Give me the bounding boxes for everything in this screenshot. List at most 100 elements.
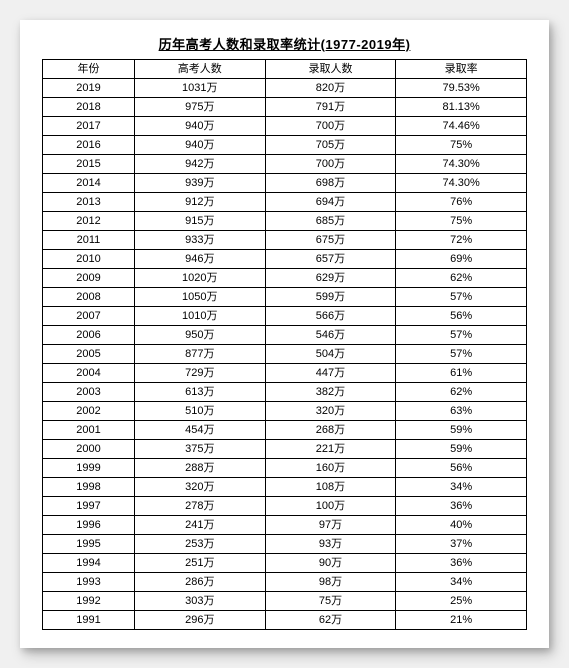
table-row: 2011933万675万72% <box>43 231 527 250</box>
table-cell: 69% <box>396 250 527 269</box>
table-row: 2012915万685万75% <box>43 212 527 231</box>
table-cell: 940万 <box>134 117 265 136</box>
document-page: 历年高考人数和录取率统计(1977-2019年) 年份 高考人数 录取人数 录取… <box>20 20 549 648</box>
table-cell: 79.53% <box>396 79 527 98</box>
table-cell: 160万 <box>265 459 396 478</box>
table-cell: 2008 <box>43 288 135 307</box>
table-cell: 56% <box>396 307 527 326</box>
table-cell: 2018 <box>43 98 135 117</box>
table-cell: 1991 <box>43 611 135 630</box>
table-cell: 57% <box>396 345 527 364</box>
table-cell: 56% <box>396 459 527 478</box>
table-cell: 2001 <box>43 421 135 440</box>
table-cell: 729万 <box>134 364 265 383</box>
table-cell: 946万 <box>134 250 265 269</box>
table-cell: 1999 <box>43 459 135 478</box>
table-cell: 81.13% <box>396 98 527 117</box>
table-cell: 108万 <box>265 478 396 497</box>
table-cell: 2011 <box>43 231 135 250</box>
table-cell: 915万 <box>134 212 265 231</box>
table-cell: 62万 <box>265 611 396 630</box>
table-cell: 657万 <box>265 250 396 269</box>
table-cell: 685万 <box>265 212 396 231</box>
table-row: 20191031万820万79.53% <box>43 79 527 98</box>
table-cell: 72% <box>396 231 527 250</box>
table-cell: 288万 <box>134 459 265 478</box>
table-cell: 454万 <box>134 421 265 440</box>
table-cell: 62% <box>396 269 527 288</box>
table-row: 1994251万90万36% <box>43 554 527 573</box>
table-cell: 36% <box>396 554 527 573</box>
table-cell: 2004 <box>43 364 135 383</box>
table-row: 2016940万705万75% <box>43 136 527 155</box>
table-row: 1991296万62万21% <box>43 611 527 630</box>
table-cell: 34% <box>396 478 527 497</box>
table-cell: 698万 <box>265 174 396 193</box>
table-cell: 21% <box>396 611 527 630</box>
table-cell: 296万 <box>134 611 265 630</box>
table-cell: 2003 <box>43 383 135 402</box>
table-cell: 2017 <box>43 117 135 136</box>
table-cell: 93万 <box>265 535 396 554</box>
table-cell: 251万 <box>134 554 265 573</box>
table-cell: 2012 <box>43 212 135 231</box>
table-cell: 939万 <box>134 174 265 193</box>
table-row: 2003613万382万62% <box>43 383 527 402</box>
table-row: 1992303万75万25% <box>43 592 527 611</box>
table-cell: 510万 <box>134 402 265 421</box>
table-cell: 63% <box>396 402 527 421</box>
table-cell: 286万 <box>134 573 265 592</box>
table-cell: 2014 <box>43 174 135 193</box>
table-row: 2015942万700万74.30% <box>43 155 527 174</box>
table-cell: 599万 <box>265 288 396 307</box>
table-body: 20191031万820万79.53%2018975万791万81.13%201… <box>43 79 527 630</box>
table-cell: 2006 <box>43 326 135 345</box>
table-cell: 1031万 <box>134 79 265 98</box>
table-row: 2006950万546万57% <box>43 326 527 345</box>
table-cell: 62% <box>396 383 527 402</box>
table-cell: 40% <box>396 516 527 535</box>
page-title: 历年高考人数和录取率统计(1977-2019年) <box>42 34 527 53</box>
table-cell: 90万 <box>265 554 396 573</box>
table-row: 2017940万700万74.46% <box>43 117 527 136</box>
table-cell: 940万 <box>134 136 265 155</box>
table-cell: 221万 <box>265 440 396 459</box>
table-row: 1997278万100万36% <box>43 497 527 516</box>
table-cell: 1993 <box>43 573 135 592</box>
table-cell: 74.30% <box>396 174 527 193</box>
table-row: 2013912万694万76% <box>43 193 527 212</box>
table-cell: 100万 <box>265 497 396 516</box>
table-cell: 34% <box>396 573 527 592</box>
table-cell: 57% <box>396 326 527 345</box>
table-header-row: 年份 高考人数 录取人数 录取率 <box>43 60 527 79</box>
table-cell: 75% <box>396 212 527 231</box>
table-row: 2004729万447万61% <box>43 364 527 383</box>
table-cell: 2015 <box>43 155 135 174</box>
table-cell: 61% <box>396 364 527 383</box>
table-cell: 268万 <box>265 421 396 440</box>
table-cell: 1020万 <box>134 269 265 288</box>
table-cell: 1010万 <box>134 307 265 326</box>
table-cell: 241万 <box>134 516 265 535</box>
table-cell: 37% <box>396 535 527 554</box>
table-cell: 1992 <box>43 592 135 611</box>
table-cell: 320万 <box>134 478 265 497</box>
table-cell: 629万 <box>265 269 396 288</box>
stats-table: 年份 高考人数 录取人数 录取率 20191031万820万79.53%2018… <box>42 59 527 630</box>
table-row: 2001454万268万59% <box>43 421 527 440</box>
table-row: 2018975万791万81.13% <box>43 98 527 117</box>
table-cell: 1994 <box>43 554 135 573</box>
table-cell: 278万 <box>134 497 265 516</box>
table-row: 2014939万698万74.30% <box>43 174 527 193</box>
table-row: 20071010万566万56% <box>43 307 527 326</box>
table-cell: 2000 <box>43 440 135 459</box>
table-cell: 2013 <box>43 193 135 212</box>
table-cell: 2005 <box>43 345 135 364</box>
table-row: 1998320万108万34% <box>43 478 527 497</box>
table-cell: 1998 <box>43 478 135 497</box>
table-cell: 504万 <box>265 345 396 364</box>
table-cell: 75万 <box>265 592 396 611</box>
table-row: 20091020万629万62% <box>43 269 527 288</box>
table-cell: 98万 <box>265 573 396 592</box>
table-row: 1996241万97万40% <box>43 516 527 535</box>
